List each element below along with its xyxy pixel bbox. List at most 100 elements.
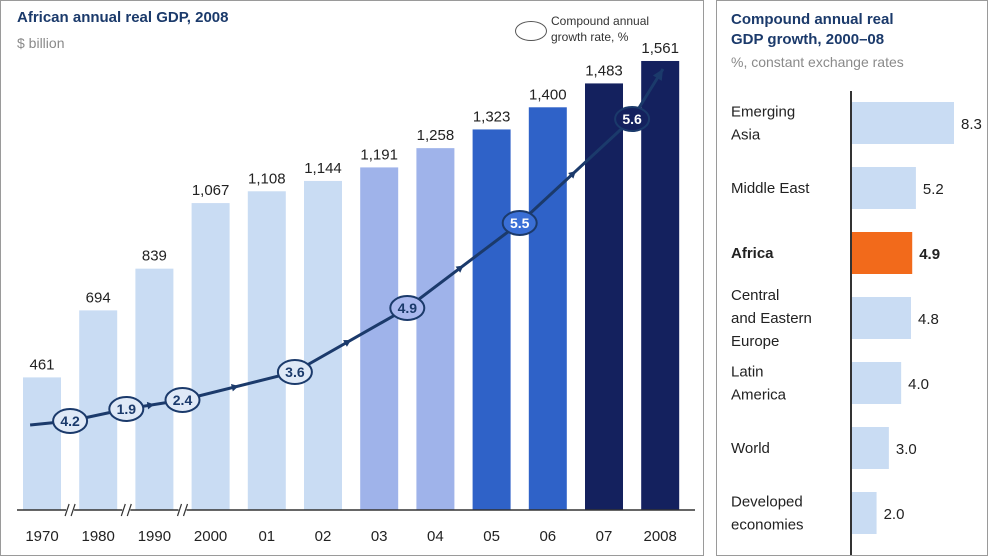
gdp-x-tick-label: 01 [258,528,275,545]
growth-chart-title-line2: GDP growth, 2000–08 [731,31,885,48]
axis-break-mark [126,503,132,517]
growth-value-label: 4.8 [918,311,939,328]
gdp-x-tick-label: 05 [483,528,500,545]
gdp-value-label: 694 [86,289,111,306]
gdp-value-label: 1,108 [248,170,286,187]
growth-rate-marker [276,359,313,385]
gdp-x-tick-label: 2000 [194,528,227,545]
growth-category-label: Latin America [731,364,787,404]
gdp-value-label: 461 [29,356,54,373]
growth-rate-marker [501,210,538,236]
growth-bar-africa [852,232,913,274]
growth-category-label: Middle East [731,180,810,197]
growth-rate-legend-line1: Compound annual [551,14,650,28]
growth-rate-marker [52,408,89,434]
gdp-value-label: 1,258 [417,127,455,144]
growth-chart-panel: Compound annual real GDP growth, 2000–08… [716,0,988,556]
growth-category-label-line: America [731,387,787,404]
growth-trend-arrow-icon [343,340,352,347]
gdp-bar-1990 [135,268,174,510]
growth-category-label-line: Middle East [731,180,810,197]
growth-rate-label: 3.6 [285,364,305,380]
growth-rate-label: 5.6 [622,111,642,127]
axis-break-gap [178,505,187,515]
gdp-value-label: 1,144 [304,160,342,177]
growth-rate-legend-oval-icon [515,21,547,41]
gdp-bar-1970 [23,377,61,510]
growth-trend-arrow-icon [230,383,239,392]
growth-rate-marker [164,387,201,413]
axis-break-gap [122,505,131,515]
gdp-bar-chart: 461 1970 694 1980 839 1990 1,067 2000 1,108 01 1,1… [17,40,695,545]
axis-break-mark [70,503,76,517]
growth-rate-label: 4.2 [60,413,80,429]
growth-rate-label: 2.4 [173,392,193,408]
growth-value-label: 3.0 [896,441,917,458]
growth-trend-arrow-icon [146,401,155,410]
gdp-x-tick-label: 2008 [644,528,677,545]
growth-bar-developed-economies [852,492,877,534]
growth-category-label: Developed economies [731,494,804,534]
growth-category-label-line: and Eastern [731,310,812,327]
growth-category-label: Emerging Asia [731,104,795,144]
gdp-x-tick-label: 1970 [25,528,58,545]
growth-bar-latin-america [852,362,902,404]
growth-category-label-line: World [731,440,770,457]
axis-break-mark [182,503,189,517]
growth-rate-legend-label: Compound annual growth rate, % [551,13,711,45]
growth-value-label: 4.9 [919,246,940,263]
growth-bar-middle-east [852,167,916,209]
growth-bar-central-and-eastern-europe [852,297,911,339]
growth-value-label: 4.0 [908,376,929,393]
growth-chart-title-line1: Compound annual real [731,11,894,28]
gdp-bar-01 [247,191,286,511]
growth-category-label-line: Asia [731,127,761,144]
axis-break-mark [120,503,126,517]
growth-bar-emerging-asia [852,102,954,144]
growth-bar-world [852,427,889,469]
axis-break-mark [176,503,183,517]
growth-rate-marker [108,396,145,422]
growth-rate-label: 4.9 [398,300,418,316]
growth-value-label: 2.0 [884,506,905,523]
gdp-bar-2008 [641,60,680,510]
gdp-bar-07 [585,83,623,511]
growth-bar-chart: 8.3 Emerging Asia 5.2 Middle East 4.9 Africa 4.… [731,91,982,555]
growth-category-label-line: Africa [731,245,774,262]
gdp-chart-panel: African annual real GDP, 2008 $ billion … [0,0,704,556]
growth-rate-label: 1.9 [117,401,137,417]
gdp-bar-03 [360,167,399,510]
growth-rate-marker [614,106,651,132]
growth-rate-marker [389,295,426,321]
gdp-bar-02 [304,180,342,510]
growth-chart-subtitle: %, constant exchange rates [731,54,904,70]
gdp-value-label: 1,561 [641,40,679,57]
growth-category-label-line: Central [731,287,779,304]
growth-trend-arrowhead-icon [652,69,663,81]
gdp-value-label: 1,483 [585,62,623,79]
gdp-x-tick-label: 06 [539,528,556,545]
gdp-x-tick-label: 04 [427,528,444,545]
gdp-chart-subtitle: $ billion [17,35,65,51]
growth-category-label-line: economies [731,517,804,534]
gdp-bar-2000 [191,203,230,511]
gdp-x-tick-label: 03 [371,528,388,545]
growth-category-label-line: Emerging [731,104,795,121]
growth-category-label: World [731,440,770,457]
growth-value-label: 8.3 [961,116,982,133]
gdp-bar-04 [416,148,455,510]
growth-trend-arrow-icon [455,265,464,273]
gdp-x-tick-label: 07 [596,528,613,545]
axis-break-mark [64,503,70,517]
growth-rate-legend-line2: growth rate, % [551,30,629,44]
growth-trend-arrow-icon [568,171,576,179]
gdp-x-tick-label: 02 [315,528,332,545]
growth-category-label-line: Europe [731,333,779,350]
gdp-bar-05 [472,129,511,511]
gdp-value-label: 1,067 [192,182,230,199]
axis-break-gap [66,505,75,515]
gdp-x-tick-label: 1990 [138,528,171,545]
gdp-value-label: 1,400 [529,86,567,103]
growth-category-label-line: Latin [731,364,764,381]
growth-category-label: Central and Eastern Europe [731,287,812,350]
